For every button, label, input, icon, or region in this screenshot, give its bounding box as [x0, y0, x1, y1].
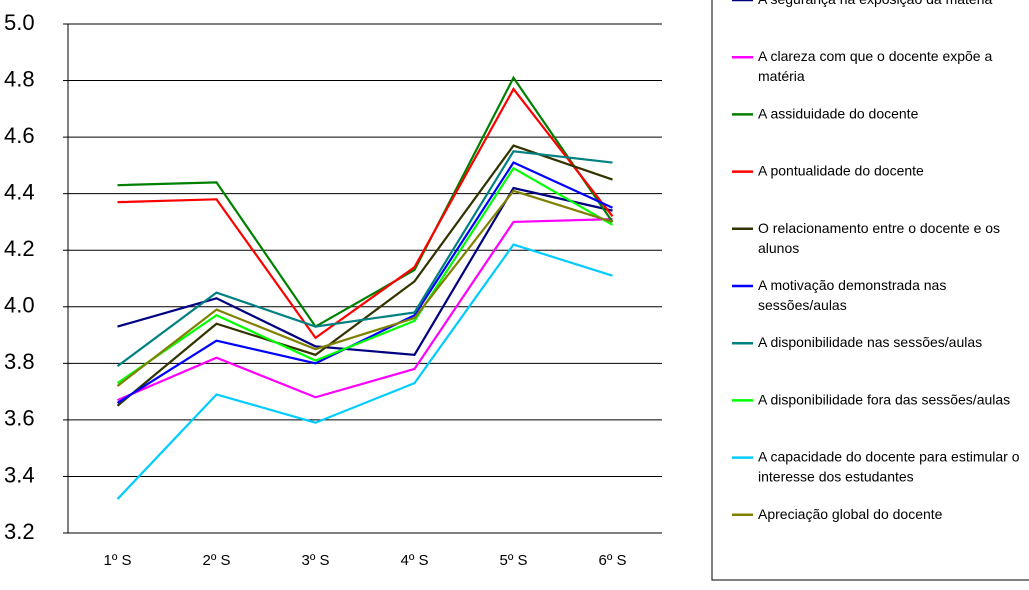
series-line — [117, 75, 614, 329]
y-tick-label: 4.6 — [4, 123, 35, 148]
series-line — [116, 150, 613, 368]
y-tick-label: 4.8 — [4, 66, 35, 91]
legend-label: A clareza com que o docente expõe a maté… — [758, 48, 996, 84]
legend-label: A pontualidade do docente — [758, 162, 924, 178]
legend-box — [711, 0, 1029, 581]
x-tick-label: 1º S — [104, 552, 132, 569]
legend-label: A disponibilidade nas sessões/aulas — [758, 334, 982, 350]
legend-label: Apreciação global do docente — [758, 506, 943, 522]
legend-label: O relacionamento entre o docente e os al… — [758, 220, 1004, 256]
legend-label: A assiduidade do docente — [758, 105, 919, 121]
series-line — [116, 161, 613, 404]
legend-label: A disponibilidade fora das sessões/aulas — [758, 391, 1010, 407]
y-tick-label: 4.4 — [4, 179, 35, 204]
y-tick-label: 4.2 — [4, 236, 35, 261]
legend-label: A segurança na exposição da matéria — [758, 0, 992, 7]
y-tick-label: 3.2 — [4, 519, 35, 544]
legend-label: A motivação demonstrada nas sessões/aula… — [758, 277, 950, 313]
x-tick-label: 6º S — [599, 552, 627, 569]
y-tick-label: 5.0 — [4, 10, 35, 35]
y-tick-label: 3.6 — [4, 406, 35, 431]
x-tick-label: 4º S — [401, 552, 429, 569]
series-line — [117, 87, 614, 340]
y-tick-label: 3.4 — [4, 462, 35, 487]
x-tick-label: 3º S — [302, 552, 330, 569]
series-line — [116, 166, 614, 385]
series-line — [117, 218, 613, 402]
x-tick-label: 5º S — [500, 552, 528, 569]
series-line — [116, 243, 613, 500]
series-line — [116, 144, 613, 407]
legend-label: A capacidade do docente para estimular o… — [758, 448, 1023, 484]
y-tick-label: 4.0 — [4, 293, 35, 318]
x-tick-label: 2º S — [203, 552, 231, 569]
series-line — [116, 189, 613, 387]
y-tick-label: 3.8 — [4, 349, 35, 374]
series-line — [117, 186, 613, 357]
